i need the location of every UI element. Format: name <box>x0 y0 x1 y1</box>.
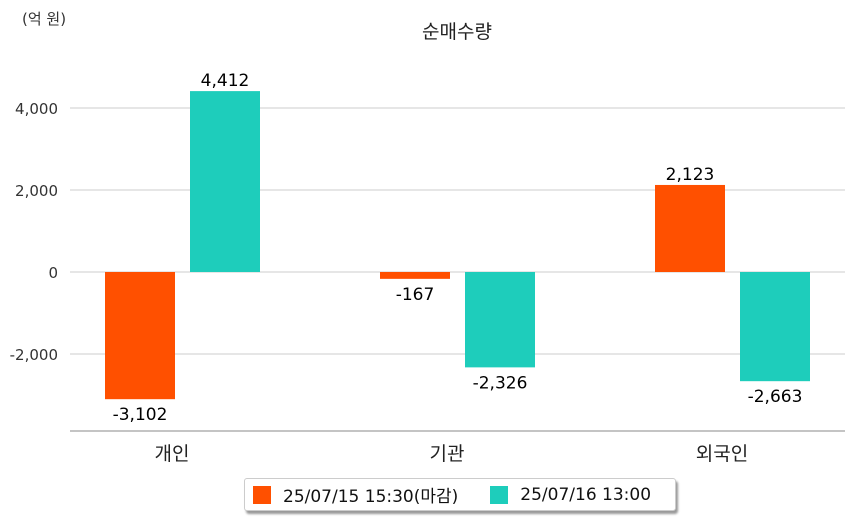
x-tick-label: 기관 <box>430 443 465 465</box>
legend-item-0[interactable]: 25/07/15 15:30(마감) <box>245 482 458 507</box>
data-label: -2,663 <box>748 387 803 407</box>
bar[interactable] <box>190 91 260 272</box>
unit-label: (억 원) <box>22 10 66 28</box>
data-label: 4,412 <box>201 71 250 91</box>
legend-item-1[interactable]: 25/07/16 13:00 <box>470 485 651 505</box>
data-label: -3,102 <box>113 405 168 425</box>
data-label: -167 <box>396 285 435 305</box>
chart-title: 순매수량 <box>422 21 492 43</box>
bar[interactable] <box>105 272 175 400</box>
y-tick-label: 4,000 <box>15 100 58 118</box>
data-label: 2,123 <box>666 165 715 185</box>
legend-label: 25/07/16 13:00 <box>520 484 652 505</box>
bar[interactable] <box>740 272 810 382</box>
legend-swatch <box>490 485 509 504</box>
legend-swatch <box>253 485 271 504</box>
bar[interactable] <box>465 272 535 368</box>
y-tick-label: -2,000 <box>10 346 58 364</box>
x-tick-label: 개인 <box>155 443 190 465</box>
bar[interactable] <box>655 184 725 272</box>
legend: 25/07/15 15:30(마감) 25/07/16 13:00 <box>244 478 676 511</box>
bar[interactable] <box>380 272 450 279</box>
y-tick-label: 2,000 <box>15 182 58 200</box>
legend-label: 25/07/15 15:30(마감) <box>283 487 459 507</box>
y-tick-label: 0 <box>48 264 58 282</box>
x-tick-label: 외국인 <box>696 443 748 465</box>
data-label: -2,326 <box>473 373 528 393</box>
